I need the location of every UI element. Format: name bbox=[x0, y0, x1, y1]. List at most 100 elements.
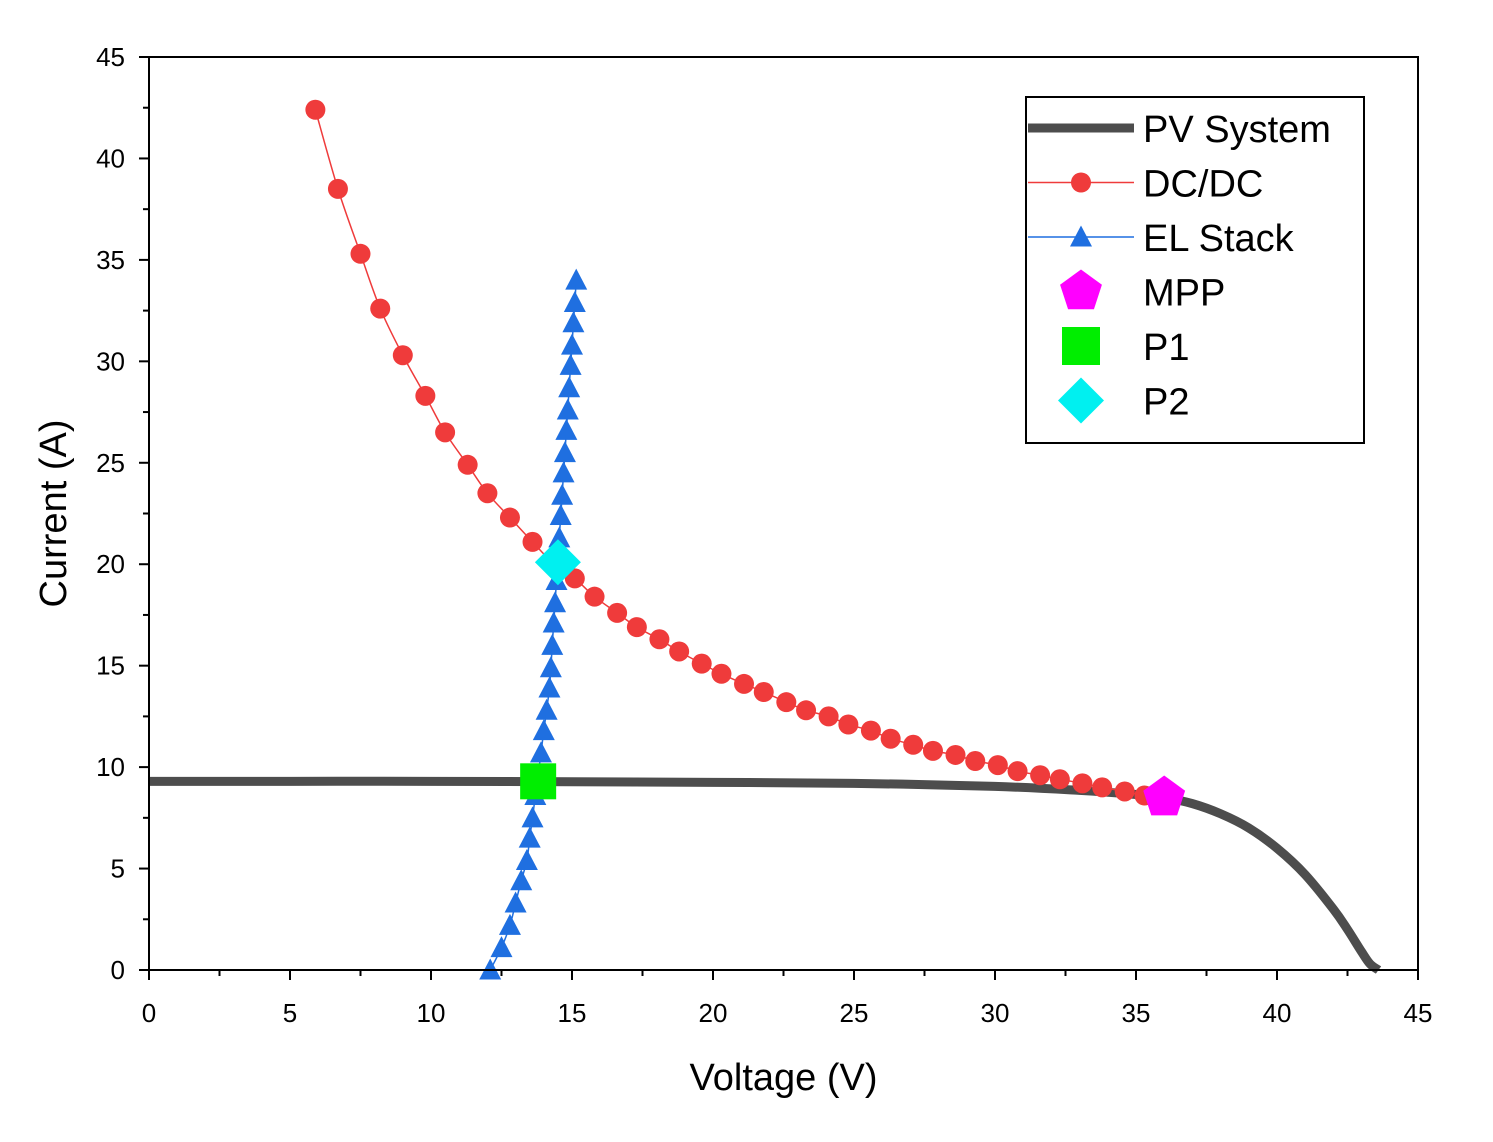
data-point bbox=[510, 869, 533, 891]
data-point bbox=[515, 848, 538, 870]
data-point bbox=[522, 531, 543, 552]
legend-item: EL Stack bbox=[1028, 218, 1295, 260]
data-point bbox=[551, 483, 574, 505]
y-tick-label: 20 bbox=[96, 549, 125, 579]
data-point bbox=[541, 633, 564, 655]
data-point bbox=[529, 741, 552, 763]
data-point bbox=[490, 936, 513, 958]
data-point bbox=[734, 673, 755, 694]
x-tick-label: 35 bbox=[1122, 998, 1151, 1028]
data-point bbox=[691, 653, 712, 674]
data-point bbox=[649, 629, 670, 650]
legend-label: P2 bbox=[1143, 382, 1189, 424]
data-point bbox=[558, 376, 581, 398]
data-point bbox=[1030, 765, 1051, 786]
legend-marker bbox=[1058, 377, 1104, 424]
data-point bbox=[584, 586, 605, 607]
data-point bbox=[535, 698, 558, 720]
y-tick-label: 15 bbox=[96, 651, 125, 681]
data-point bbox=[538, 676, 561, 698]
data-point bbox=[1092, 777, 1113, 798]
x-tick-label: 30 bbox=[981, 998, 1010, 1028]
x-axis-title: Voltage (V) bbox=[690, 1057, 878, 1099]
y-axis-title: Current (A) bbox=[33, 420, 75, 608]
series-el-stack bbox=[479, 268, 588, 980]
data-point bbox=[1072, 773, 1093, 794]
data-point bbox=[350, 243, 371, 264]
legend-label: EL Stack bbox=[1143, 218, 1295, 260]
x-tick-label: 45 bbox=[1404, 998, 1433, 1028]
legend-item: MPP bbox=[1060, 269, 1225, 315]
series-mpp bbox=[1143, 775, 1186, 816]
x-tick-label: 10 bbox=[417, 998, 446, 1028]
data-point bbox=[565, 268, 588, 290]
data-point bbox=[880, 728, 901, 749]
legend: PV System DC/DC EL Stack MPP P1 P2 bbox=[1025, 96, 1365, 444]
data-point bbox=[504, 891, 527, 913]
data-point bbox=[555, 418, 578, 440]
data-point bbox=[521, 806, 544, 828]
data-point bbox=[987, 755, 1008, 776]
data-point bbox=[922, 740, 943, 761]
legend-item: P2 bbox=[1058, 377, 1189, 424]
data-point bbox=[548, 526, 571, 548]
x-tick-label: 5 bbox=[283, 998, 297, 1028]
y-tick-label: 0 bbox=[111, 955, 125, 985]
data-point bbox=[457, 454, 478, 475]
x-tick-label: 15 bbox=[558, 998, 587, 1028]
series-dc-dc bbox=[305, 99, 1155, 806]
data-point bbox=[1007, 761, 1028, 782]
x-tick-label: 0 bbox=[142, 998, 156, 1028]
data-point bbox=[520, 763, 557, 800]
y-tick-label: 40 bbox=[96, 143, 125, 173]
data-point bbox=[561, 333, 583, 355]
data-point bbox=[553, 441, 576, 463]
data-point bbox=[711, 663, 732, 684]
data-point bbox=[860, 720, 881, 741]
x-tick-label: 25 bbox=[840, 998, 869, 1028]
legend-item: DC/DC bbox=[1028, 164, 1263, 206]
y-tick-label: 25 bbox=[96, 448, 125, 478]
data-point bbox=[305, 99, 326, 120]
data-point bbox=[607, 602, 628, 623]
legend-item: PV System bbox=[1028, 109, 1331, 151]
data-point bbox=[327, 178, 348, 199]
y-tick-label: 10 bbox=[96, 752, 125, 782]
data-point bbox=[776, 692, 797, 713]
data-point bbox=[559, 353, 582, 375]
data-point bbox=[563, 290, 586, 312]
data-point bbox=[542, 611, 565, 633]
data-point bbox=[392, 345, 413, 366]
data-point bbox=[549, 504, 572, 526]
legend-marker bbox=[1060, 269, 1102, 310]
legend-item: P1 bbox=[1062, 327, 1189, 369]
data-point bbox=[903, 734, 924, 755]
data-point bbox=[753, 682, 774, 703]
data-point bbox=[626, 617, 647, 638]
y-tick-label: 45 bbox=[96, 42, 125, 72]
data-point bbox=[818, 706, 839, 727]
legend-label: PV System bbox=[1143, 109, 1331, 151]
data-point bbox=[532, 719, 555, 741]
legend-marker bbox=[1071, 172, 1091, 193]
data-point bbox=[544, 591, 567, 613]
plot-area bbox=[149, 99, 1382, 980]
data-point bbox=[370, 298, 391, 319]
y-tick-label: 35 bbox=[96, 245, 125, 275]
data-point bbox=[669, 641, 690, 662]
data-point bbox=[556, 398, 579, 420]
data-point bbox=[796, 700, 817, 721]
legend-marker bbox=[1070, 225, 1092, 247]
data-point bbox=[838, 714, 859, 735]
data-point bbox=[552, 461, 575, 483]
y-axis: 0 5 10 15 20 25 30 35 40 45 bbox=[96, 42, 149, 985]
legend-label: MPP bbox=[1143, 273, 1225, 315]
x-tick-label: 40 bbox=[1263, 998, 1292, 1028]
data-point bbox=[499, 507, 520, 528]
data-point bbox=[965, 751, 986, 772]
data-point bbox=[1143, 775, 1186, 816]
data-point bbox=[415, 385, 436, 406]
series-p2 bbox=[534, 539, 581, 586]
data-point bbox=[562, 311, 585, 333]
